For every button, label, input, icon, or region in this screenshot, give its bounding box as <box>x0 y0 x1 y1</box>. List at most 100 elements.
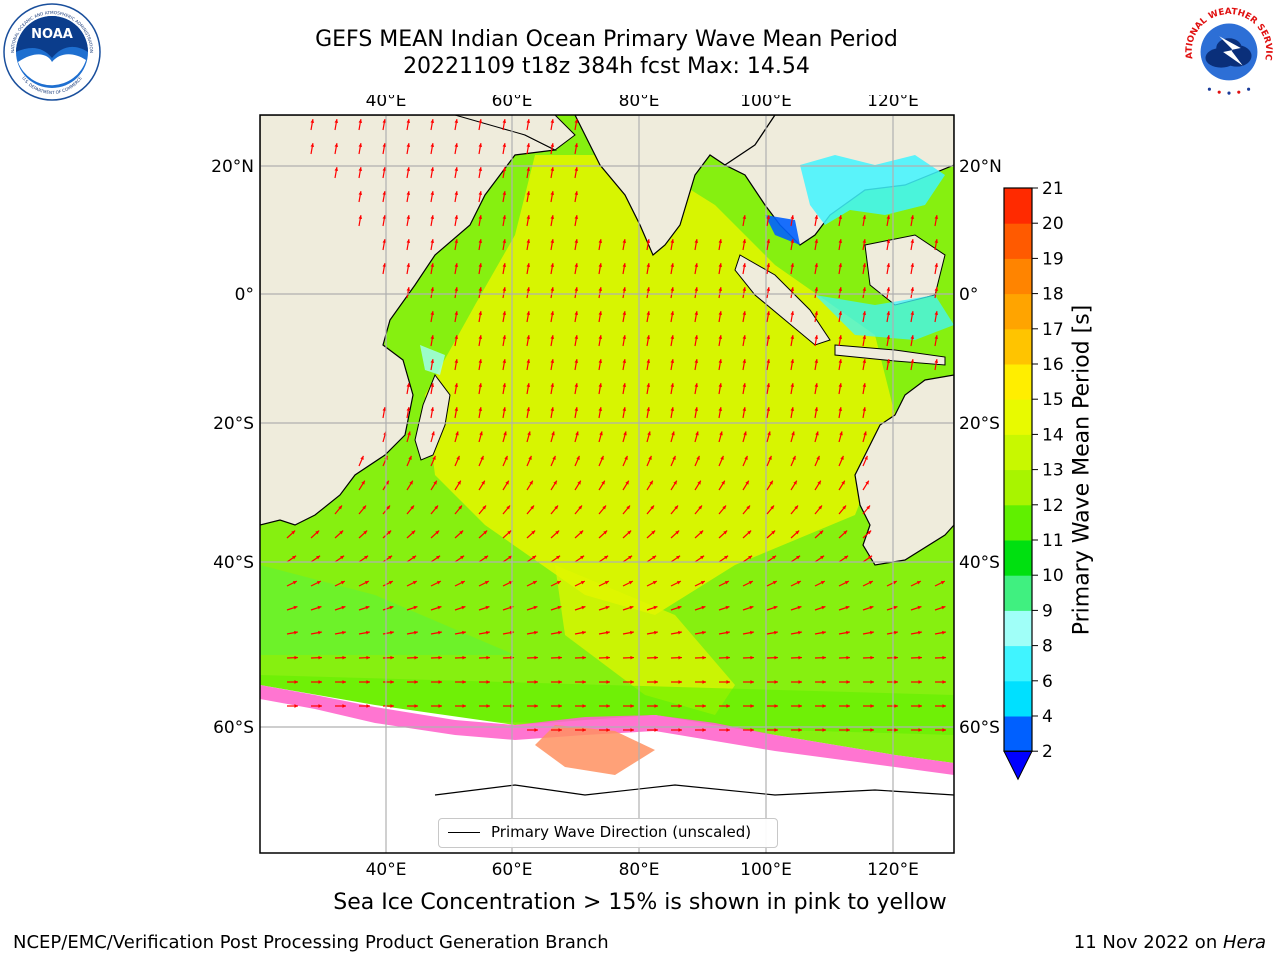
wave-arrow-head <box>460 581 465 585</box>
wave-arrow-head <box>750 704 754 708</box>
wave-arrow-head <box>294 704 298 708</box>
wave-arrow-head <box>291 530 296 535</box>
wave-arrow-head <box>437 630 442 635</box>
wave-arrow-head <box>598 383 603 387</box>
wave-arrow-head <box>796 581 801 585</box>
wave-arrow-head <box>437 605 442 610</box>
wave-arrow-head <box>430 383 435 387</box>
wave-arrow-head <box>723 530 728 535</box>
wave-arrow-head <box>893 630 898 635</box>
wave-arrow-head <box>382 119 387 123</box>
wave-arrow-head <box>748 555 753 560</box>
wave-arrow-head <box>934 287 939 291</box>
wave-arrow-head <box>790 239 795 243</box>
wave-arrow-head <box>389 630 394 635</box>
map-gridlines <box>260 115 954 853</box>
wave-arrow-head <box>454 359 459 363</box>
lon-tick-bottom-100e: 100°E <box>740 860 792 880</box>
wave-arrow-head <box>718 383 723 387</box>
wave-arrow-head <box>841 480 845 485</box>
wave-arrow-head <box>862 215 867 219</box>
wave-arrow-head <box>750 728 754 732</box>
wave-arrow-head <box>436 555 441 560</box>
wave-arrow-head <box>604 581 609 585</box>
wave-arrow-head <box>408 455 412 460</box>
wave-arrow-head <box>598 263 603 267</box>
wave-arrow-head <box>766 335 771 339</box>
wave-arrow-head <box>358 119 363 123</box>
wave-arrow-head <box>414 655 418 660</box>
wave-arrow-head <box>458 505 463 510</box>
wave-arrow-head <box>699 530 704 535</box>
wave-arrow-head <box>653 605 658 610</box>
wave-arrow-head <box>742 335 747 339</box>
wave-arrow-head <box>430 143 435 147</box>
wave-arrow-head <box>720 455 724 460</box>
lat-tick-right-40s: 40°S <box>959 553 1000 573</box>
lon-tick-bottom-60e: 60°E <box>492 860 533 880</box>
wave-arrow-head <box>526 167 531 171</box>
wave-arrow-head <box>382 215 387 219</box>
wave-arrow-head <box>604 555 609 560</box>
colorbar-cell <box>1004 399 1032 435</box>
wave-arrow-head <box>534 728 538 732</box>
wave-arrow-head <box>575 431 579 436</box>
wave-arrow-head <box>406 239 411 243</box>
wave-arrow-head <box>294 655 298 660</box>
wave-arrow-head <box>532 581 537 585</box>
wave-arrow-head <box>462 680 466 684</box>
wave-arrow-head <box>653 630 658 635</box>
wave-arrow-head <box>670 383 675 387</box>
wave-arrow-head <box>605 605 610 610</box>
wave-arrow-head <box>526 359 531 363</box>
wave-arrow-head <box>701 630 706 635</box>
wave-arrow-head <box>406 167 411 171</box>
wave-arrow-head <box>630 680 634 684</box>
wave-arrow-head <box>652 555 657 560</box>
wave-arrow-head <box>292 555 297 560</box>
wave-arrow-head <box>722 505 727 510</box>
colorbar-tick-label: 6 <box>1042 672 1053 692</box>
wave-arrow-head <box>918 728 922 732</box>
java-sea-shallow <box>815 295 954 340</box>
lon-tick-top-40e: 40°E <box>366 95 407 111</box>
wave-arrow-head <box>694 407 699 411</box>
wave-arrow-head <box>430 287 435 291</box>
wave-arrow-head <box>577 480 581 485</box>
colorbar-tick-label: 16 <box>1042 355 1064 375</box>
lon-tick-top-120e: 120°E <box>867 95 919 111</box>
wave-arrow-head <box>646 383 651 387</box>
wave-arrow-head <box>862 359 867 363</box>
wave-arrow-head <box>358 167 363 171</box>
wave-arrow-head <box>790 335 795 339</box>
wave-arrow-head <box>910 263 915 267</box>
footer-host: Hera <box>1222 932 1266 953</box>
wave-arrow-head <box>866 505 871 510</box>
wave-arrow-head <box>918 704 922 708</box>
wave-arrow-head <box>527 431 531 436</box>
wave-arrow-head <box>413 630 418 635</box>
wave-arrow-head <box>334 143 339 147</box>
wave-arrow-head <box>532 555 537 560</box>
antarctic-coastline <box>434 784 954 796</box>
wave-arrow-head <box>454 263 459 267</box>
wave-arrow-head <box>942 680 946 684</box>
wave-arrow-head <box>430 167 435 171</box>
wave-arrow-head <box>360 455 364 460</box>
wave-arrow-head <box>550 287 555 291</box>
wave-arrow-head <box>747 530 752 535</box>
wave-arrow-head <box>334 119 339 123</box>
colorbar: 2 4 6 8 9 10 11 12 13 14 15 16 17 18 19 20 21 <box>1003 180 1064 781</box>
wave-arrow-head <box>670 287 675 291</box>
wave-arrow-head <box>774 655 778 660</box>
wave-arrow-head <box>894 680 898 684</box>
wave-arrow-head <box>742 383 747 387</box>
wave-arrow-head <box>385 480 389 485</box>
wave-arrow-head <box>503 431 507 436</box>
wave-arrow-head <box>358 143 363 147</box>
wave-arrow-head <box>526 143 531 147</box>
wave-arrow-head <box>940 581 945 585</box>
wave-arrow-head <box>677 605 682 610</box>
wave-arrow-head <box>366 680 370 684</box>
wave-arrow-head <box>622 359 627 363</box>
